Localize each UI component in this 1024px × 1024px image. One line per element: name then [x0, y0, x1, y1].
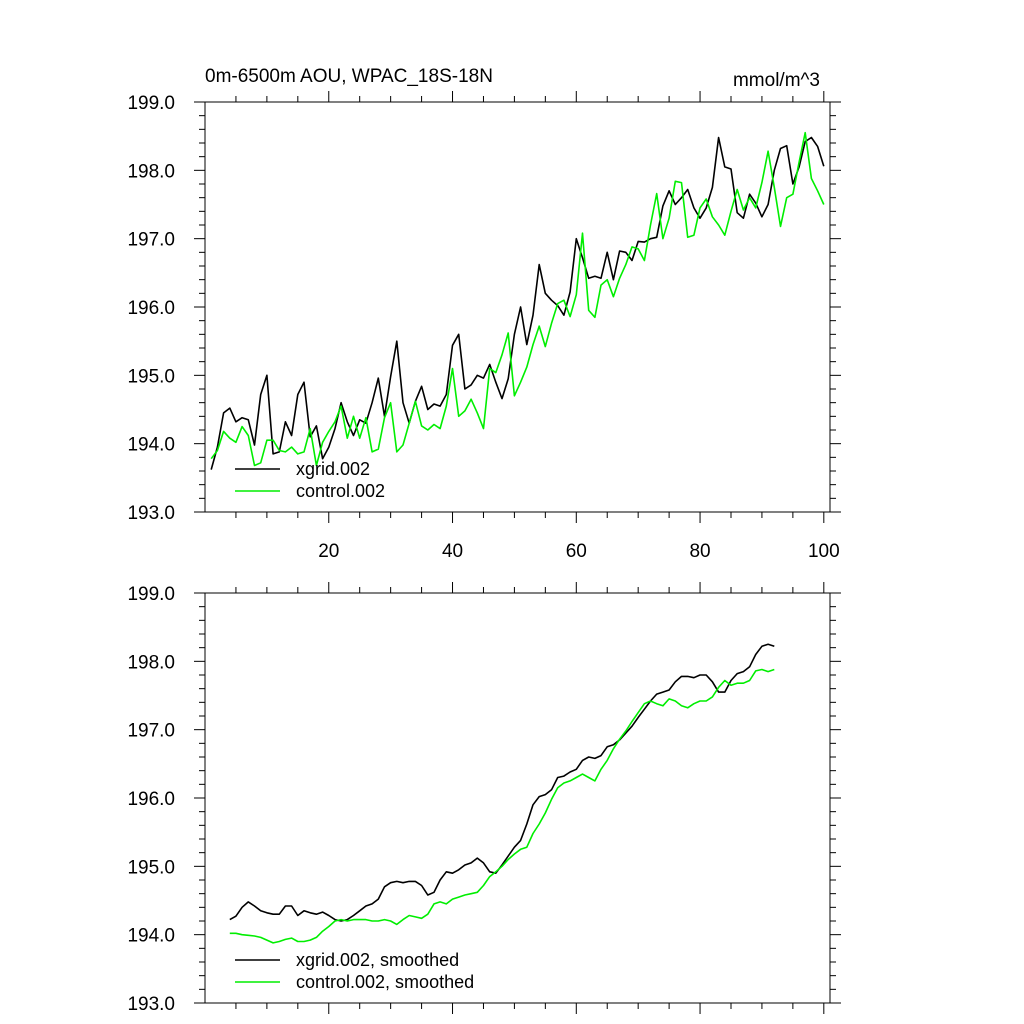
y-tick-label: 194.0	[127, 926, 175, 947]
x-tick-label: 60	[566, 541, 587, 562]
legend-label: control.002, smoothed	[296, 972, 474, 992]
x-tick-label: 100	[808, 541, 840, 562]
legend-label: control.002	[296, 481, 385, 501]
series-line-control-002-smoothed	[229, 668, 775, 944]
y-tick-label: 196.0	[127, 789, 175, 810]
plot-frame	[204, 101, 831, 513]
x-tick-label: 20	[318, 541, 339, 562]
x-tick-label: 80	[689, 541, 710, 562]
y-tick-label: 198.0	[127, 161, 175, 182]
y-tick-label: 197.0	[127, 721, 175, 742]
legend-label: xgrid.002	[296, 459, 370, 479]
y-tick-label: 193.0	[127, 994, 175, 1015]
y-tick-label: 198.0	[127, 652, 175, 673]
y-tick-label: 197.0	[127, 230, 175, 251]
series-line-xgrid-002	[210, 136, 825, 470]
y-tick-label: 194.0	[127, 435, 175, 456]
series-line-control-002	[210, 131, 825, 467]
y-tick-label: 195.0	[127, 366, 175, 387]
series-line-xgrid-002-smoothed	[229, 643, 775, 922]
chart-title: 0m-6500m AOU, WPAC_18S-18N	[205, 66, 493, 87]
y-tick-label: 195.0	[127, 857, 175, 878]
legend-label: xgrid.002, smoothed	[296, 950, 459, 970]
units-label: mmol/m^3	[733, 70, 820, 91]
y-tick-label: 193.0	[127, 503, 175, 524]
y-tick-label: 199.0	[127, 93, 175, 114]
y-tick-label: 196.0	[127, 298, 175, 319]
top-time-series-panel: 193.0 194.0 195.0 196.0 197.0 198.0 199.0 20 40 6…	[127, 66, 841, 562]
y-tick-label: 199.0	[127, 584, 175, 605]
x-tick-label: 40	[442, 541, 463, 562]
bottom-smoothed-series-panel: 193.0 194.0 195.0 196.0 197.0 198.0 199.0 xgrid…	[127, 582, 841, 1015]
